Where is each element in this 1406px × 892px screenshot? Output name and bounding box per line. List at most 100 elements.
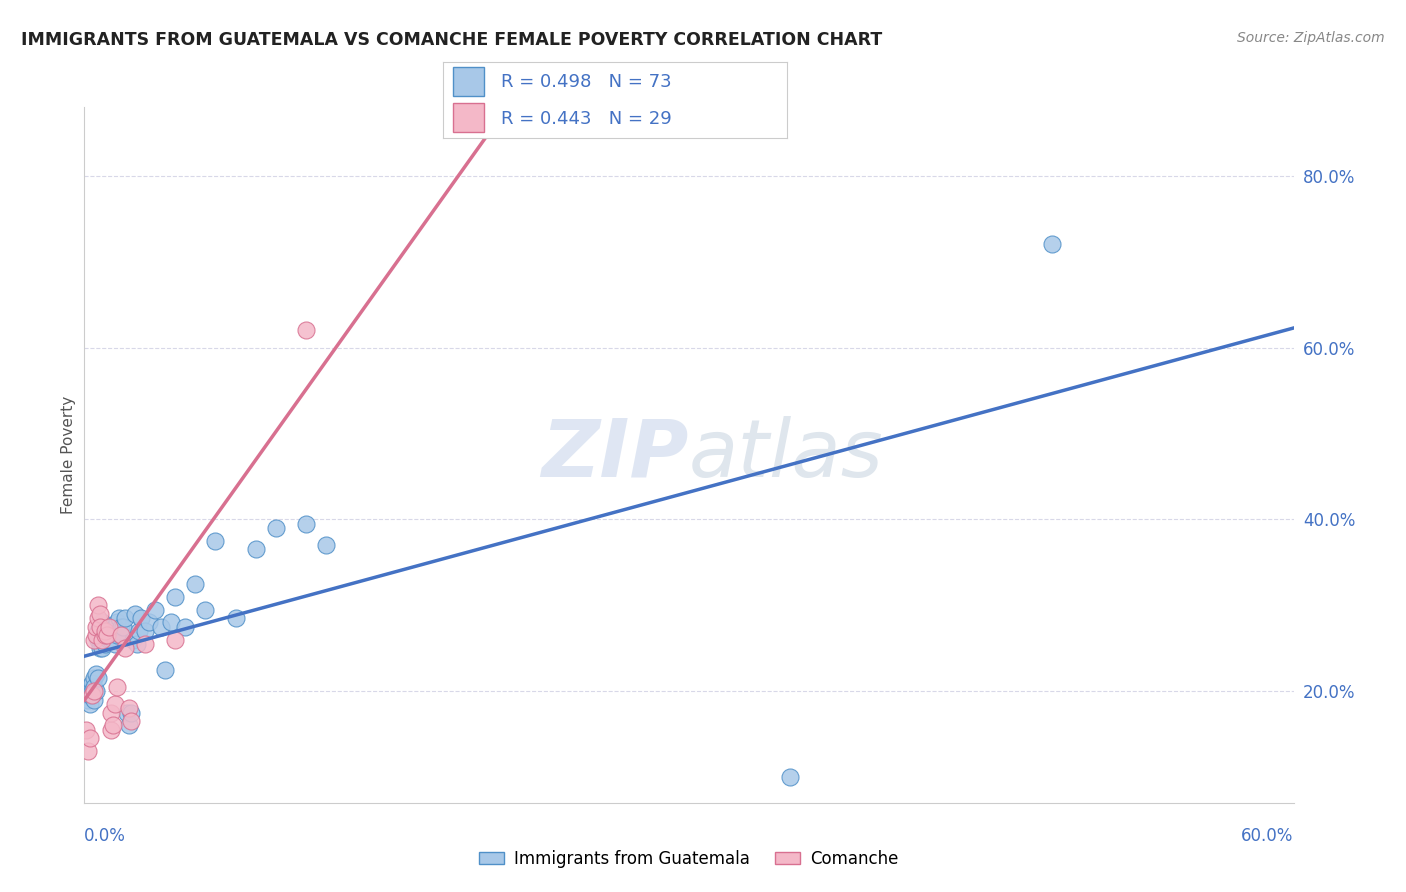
Point xyxy=(110,620,132,634)
Point xyxy=(101,718,124,732)
Point xyxy=(87,671,110,685)
Text: Source: ZipAtlas.com: Source: ZipAtlas.com xyxy=(1237,31,1385,45)
Point xyxy=(104,624,127,638)
Point xyxy=(105,615,128,630)
Point xyxy=(82,675,104,690)
Point xyxy=(115,706,138,720)
Point xyxy=(93,628,115,642)
Point xyxy=(129,611,152,625)
Point xyxy=(107,611,129,625)
Point xyxy=(83,680,105,694)
Point xyxy=(295,323,318,337)
Point xyxy=(153,663,176,677)
Point xyxy=(114,611,136,625)
Point xyxy=(110,628,132,642)
Point xyxy=(82,689,104,703)
Text: 60.0%: 60.0% xyxy=(1241,827,1294,845)
Point xyxy=(75,723,97,737)
Point xyxy=(79,689,101,703)
Point xyxy=(91,632,114,647)
Point xyxy=(105,680,128,694)
Point xyxy=(1040,237,1063,252)
FancyBboxPatch shape xyxy=(453,67,484,95)
Point xyxy=(100,723,122,737)
Point xyxy=(77,680,100,694)
Point xyxy=(165,590,187,604)
Point xyxy=(779,770,801,784)
Text: ZIP: ZIP xyxy=(541,416,689,494)
Y-axis label: Female Poverty: Female Poverty xyxy=(60,396,76,514)
Text: IMMIGRANTS FROM GUATEMALA VS COMANCHE FEMALE POVERTY CORRELATION CHART: IMMIGRANTS FROM GUATEMALA VS COMANCHE FE… xyxy=(21,31,883,49)
Text: R = 0.498   N = 73: R = 0.498 N = 73 xyxy=(502,73,672,91)
Point xyxy=(96,628,118,642)
Point xyxy=(79,731,101,746)
Point xyxy=(86,620,108,634)
Point xyxy=(91,632,114,647)
Point xyxy=(86,684,108,698)
Point xyxy=(121,632,143,647)
Point xyxy=(87,611,110,625)
Point xyxy=(105,628,128,642)
Point xyxy=(87,599,110,613)
Point xyxy=(77,689,100,703)
Point xyxy=(93,628,115,642)
Point xyxy=(104,620,127,634)
Point xyxy=(89,607,111,621)
Point xyxy=(82,684,104,698)
Point xyxy=(100,706,122,720)
Point xyxy=(97,628,120,642)
Point xyxy=(96,620,118,634)
Point xyxy=(97,632,120,647)
Point xyxy=(149,620,172,634)
Point xyxy=(77,744,100,758)
Point xyxy=(83,671,105,685)
Legend: Immigrants from Guatemala, Comanche: Immigrants from Guatemala, Comanche xyxy=(472,843,905,874)
Point xyxy=(101,628,124,642)
Point xyxy=(87,624,110,638)
Point xyxy=(315,538,337,552)
Point xyxy=(93,624,115,638)
Point xyxy=(93,624,115,638)
Point xyxy=(143,602,166,616)
Point xyxy=(77,692,100,706)
Point xyxy=(79,684,101,698)
Point xyxy=(295,516,318,531)
Point xyxy=(125,637,148,651)
Point xyxy=(174,620,197,634)
Point xyxy=(128,624,150,638)
Point xyxy=(184,576,207,591)
Point xyxy=(75,689,97,703)
Point xyxy=(104,637,127,651)
Point xyxy=(83,684,105,698)
Point xyxy=(160,615,183,630)
Point xyxy=(93,637,115,651)
FancyBboxPatch shape xyxy=(453,103,484,132)
Point xyxy=(89,620,111,634)
Point xyxy=(83,632,105,647)
Point xyxy=(114,641,136,656)
Point xyxy=(87,632,110,647)
Point xyxy=(118,718,141,732)
Point xyxy=(194,602,217,616)
Point xyxy=(120,714,142,729)
Point xyxy=(100,620,122,634)
Point xyxy=(225,611,247,625)
Point xyxy=(83,692,105,706)
Point xyxy=(104,697,127,711)
Point xyxy=(118,701,141,715)
Point xyxy=(100,632,122,647)
Point xyxy=(97,620,120,634)
Point xyxy=(82,689,104,703)
Point xyxy=(96,628,118,642)
Text: 0.0%: 0.0% xyxy=(84,827,127,845)
Point xyxy=(245,542,267,557)
Point xyxy=(89,641,111,656)
Point xyxy=(86,628,108,642)
Point xyxy=(79,697,101,711)
Point xyxy=(120,706,142,720)
Point xyxy=(91,615,114,630)
Point xyxy=(134,637,156,651)
Point xyxy=(89,632,111,647)
Point xyxy=(107,624,129,638)
Point xyxy=(110,628,132,642)
